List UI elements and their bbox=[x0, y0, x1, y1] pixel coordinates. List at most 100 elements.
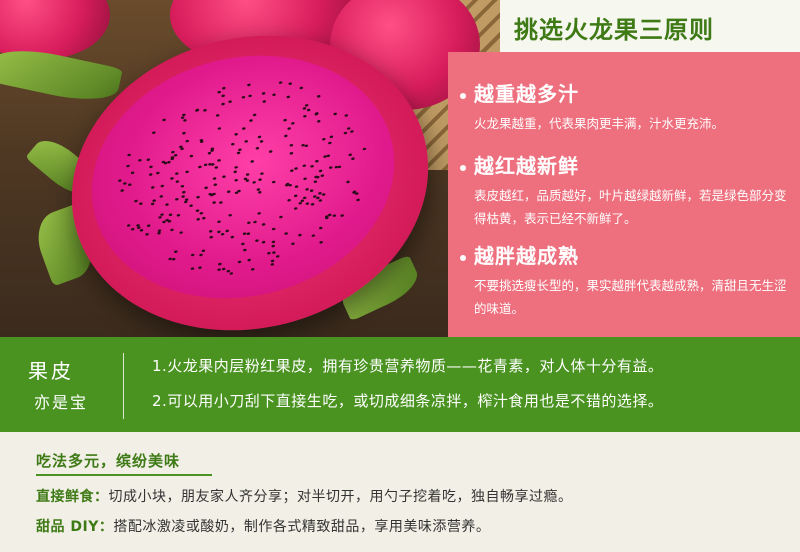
seed bbox=[243, 248, 247, 252]
seed bbox=[152, 199, 156, 202]
seed bbox=[173, 250, 178, 253]
seed bbox=[207, 151, 212, 155]
seed bbox=[176, 214, 181, 217]
seed bbox=[215, 114, 220, 117]
seed bbox=[334, 165, 339, 169]
eating-row: 甜品 DIY：搭配冰激凌或酸奶，制作各式精致甜品，享用美味添营养。 bbox=[36, 516, 490, 536]
seed bbox=[149, 165, 153, 169]
seed bbox=[203, 109, 207, 112]
seed bbox=[258, 191, 262, 194]
seed bbox=[261, 240, 266, 244]
seed bbox=[333, 112, 337, 116]
principles-panel: 越重越多汁 火龙果越重，代表果肉更丰满，汁水更充沛。 越红越新鲜 表皮越红，品质… bbox=[448, 52, 800, 337]
seed bbox=[245, 179, 250, 182]
seed bbox=[350, 130, 354, 133]
seed bbox=[332, 214, 337, 217]
seed bbox=[244, 140, 248, 143]
seed bbox=[241, 95, 246, 99]
seed bbox=[208, 230, 213, 233]
bullet-icon bbox=[460, 92, 466, 99]
hero-section: 挑选火龙果三原则 越重越多汁 火龙果越重，代表果肉更丰满，汁水更充沛。 越红越新… bbox=[0, 0, 800, 337]
seed bbox=[226, 190, 231, 193]
seed bbox=[183, 200, 188, 204]
seed bbox=[312, 195, 317, 198]
seed bbox=[305, 202, 310, 205]
dragon-fruit-flesh bbox=[65, 24, 421, 330]
seed bbox=[302, 196, 307, 200]
seed bbox=[196, 195, 200, 199]
seed bbox=[279, 215, 283, 219]
seed bbox=[291, 122, 295, 125]
seed bbox=[230, 142, 235, 146]
seed bbox=[257, 135, 262, 139]
seed bbox=[316, 196, 320, 200]
seed bbox=[233, 170, 237, 174]
seed bbox=[288, 183, 292, 187]
seed bbox=[152, 131, 156, 134]
seed bbox=[248, 94, 252, 98]
seed bbox=[167, 220, 172, 223]
seed bbox=[182, 113, 186, 117]
seed bbox=[271, 240, 276, 244]
seed bbox=[150, 202, 155, 206]
seed bbox=[157, 229, 162, 232]
seed bbox=[289, 144, 294, 147]
seed bbox=[168, 257, 172, 261]
seed bbox=[146, 158, 151, 161]
seed bbox=[180, 185, 185, 188]
seed bbox=[275, 255, 280, 258]
seed bbox=[298, 201, 303, 205]
seed bbox=[258, 178, 262, 181]
heading-underline bbox=[36, 474, 212, 476]
peel-title: 果皮 bbox=[28, 359, 74, 383]
seed bbox=[271, 227, 276, 231]
seed bbox=[189, 154, 194, 158]
seed bbox=[220, 232, 225, 236]
seed bbox=[362, 147, 367, 151]
seed bbox=[234, 133, 238, 136]
eating-row-label: 甜品 DIY： bbox=[36, 519, 114, 535]
seed bbox=[234, 191, 239, 194]
seed bbox=[318, 199, 323, 202]
seed bbox=[222, 86, 226, 90]
seed bbox=[214, 166, 219, 169]
seed bbox=[293, 194, 298, 198]
seed bbox=[175, 180, 180, 183]
eating-row-label: 直接鲜食： bbox=[36, 489, 109, 505]
seed bbox=[304, 144, 309, 147]
bullet-icon bbox=[460, 164, 466, 171]
seed bbox=[210, 149, 214, 152]
seed bbox=[159, 195, 164, 198]
seed bbox=[156, 171, 160, 175]
seed bbox=[272, 251, 276, 254]
seed bbox=[286, 95, 291, 99]
seed bbox=[302, 107, 307, 110]
seed bbox=[356, 198, 360, 202]
seed bbox=[165, 203, 169, 206]
seed bbox=[315, 112, 319, 115]
seed bbox=[252, 113, 257, 117]
seed bbox=[199, 253, 203, 257]
seed bbox=[160, 184, 165, 188]
seed bbox=[150, 186, 155, 189]
seed bbox=[185, 170, 189, 174]
seed bbox=[309, 189, 314, 192]
seed bbox=[182, 131, 186, 135]
seed bbox=[189, 204, 193, 207]
seed bbox=[137, 226, 141, 229]
seed bbox=[230, 235, 235, 239]
seed bbox=[328, 166, 333, 169]
seed bbox=[284, 134, 288, 138]
seed bbox=[168, 213, 173, 217]
seeds bbox=[118, 81, 367, 275]
principle-body: 表皮越红，品质越好，叶片越绿越新鲜，若是绿色部分变得枯黄，表示已经不新鲜了。 bbox=[474, 188, 787, 226]
seed bbox=[302, 164, 307, 167]
seed bbox=[170, 157, 174, 161]
seed bbox=[317, 120, 321, 123]
seed bbox=[351, 157, 355, 160]
seed bbox=[270, 259, 275, 263]
seed bbox=[210, 163, 215, 166]
seed bbox=[242, 127, 246, 130]
seed bbox=[268, 150, 273, 153]
seed bbox=[267, 251, 271, 255]
